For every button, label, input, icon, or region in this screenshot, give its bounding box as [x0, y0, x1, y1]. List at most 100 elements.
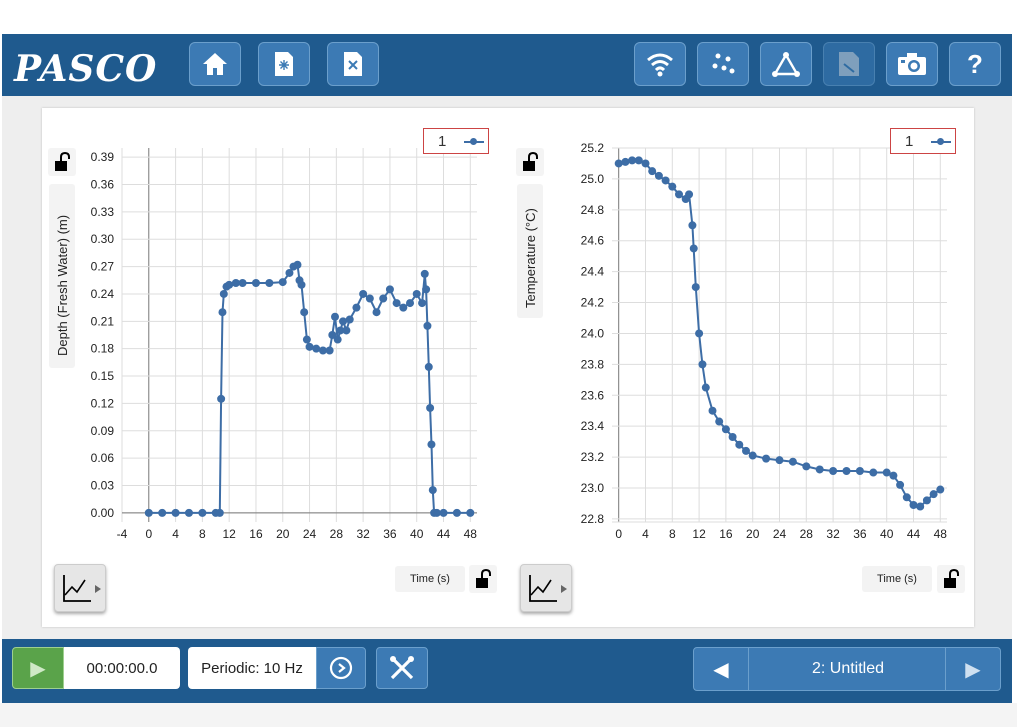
data-point — [418, 299, 427, 308]
x-tick-label: 12 — [222, 527, 236, 541]
y-axis-label: Temperature (°C) — [523, 208, 538, 308]
y-tick-label: 23.4 — [581, 419, 605, 433]
sensors-icon — [712, 53, 735, 74]
data-point — [815, 465, 824, 474]
notes-button[interactable] — [823, 42, 875, 86]
y-axis-selector[interactable]: Depth (Fresh Water) (m) — [49, 184, 75, 368]
bottom-toolbar: ▶ 00:00:00.0 Periodic: 10 Hz ◀ 2: Untitl… — [2, 639, 1012, 703]
data-point — [432, 508, 441, 517]
y-axis-selector[interactable]: Temperature (°C) — [517, 184, 543, 318]
y-tick-label: 0.18 — [91, 342, 115, 356]
data-point — [219, 289, 228, 298]
data-point — [889, 471, 898, 480]
data-point — [691, 283, 700, 292]
data-point — [305, 342, 314, 351]
data-point — [701, 383, 710, 392]
x-tick-label: 8 — [669, 527, 676, 541]
data-point — [735, 440, 744, 449]
data-point — [882, 468, 891, 477]
y-tick-label: 0.30 — [91, 232, 115, 246]
x-tick-label: 32 — [826, 527, 840, 541]
x-tick-label: 12 — [692, 527, 706, 541]
data-point — [424, 362, 433, 371]
y-tick-label: 23.0 — [581, 481, 605, 495]
x-axis-selector[interactable]: Time (s) — [862, 566, 932, 592]
data-point — [698, 360, 707, 369]
data-point — [902, 493, 911, 502]
data-point — [452, 508, 461, 517]
page-title[interactable]: 2: Untitled — [811, 660, 885, 677]
data-point — [439, 508, 448, 517]
x-axis-selector[interactable]: Time (s) — [395, 566, 465, 592]
data-point — [392, 299, 401, 308]
x-axis-lock-button[interactable] — [469, 565, 497, 593]
new-file-icon — [275, 52, 293, 76]
graph-tools-button[interactable] — [54, 564, 106, 612]
data-point — [775, 456, 784, 465]
next-page-button[interactable]: ▶ — [945, 648, 1000, 690]
data-point — [654, 171, 663, 180]
sampling-options-button[interactable] — [316, 647, 366, 689]
y-axis-label: Depth (Fresh Water) (m) — [55, 214, 70, 356]
x-tick-label: 0 — [145, 527, 152, 541]
x-tick-label: 40 — [880, 527, 894, 541]
data-point — [466, 508, 475, 517]
wireless-button[interactable] — [634, 42, 686, 86]
data-point — [144, 508, 153, 517]
data-points-button[interactable] — [697, 42, 749, 86]
data-point — [238, 279, 247, 288]
temperature-legend[interactable]: 1 — [890, 128, 956, 154]
pasco-logo: PASCO — [14, 48, 158, 90]
graph-tool-button[interactable] — [760, 42, 812, 86]
y-tick-label: 24.2 — [581, 296, 605, 310]
new-experiment-button[interactable] — [258, 42, 310, 86]
legend-label: 1 — [438, 133, 447, 150]
x-tick-label: 4 — [172, 527, 179, 541]
graph-tools-button[interactable] — [520, 564, 572, 612]
data-point — [628, 156, 637, 165]
data-point — [359, 289, 368, 298]
temperature-graph[interactable]: 0 4 8 12 16 20 24 28 32 36 40 44 4822.823.023.223.42… — [552, 141, 1017, 568]
data-point — [342, 326, 351, 335]
legend-marker — [937, 138, 944, 145]
y-tick-label: 25.2 — [581, 141, 605, 155]
unlock-icon — [523, 152, 538, 171]
y-axis-lock-button[interactable] — [516, 148, 544, 176]
depth-legend[interactable]: 1 — [423, 128, 489, 154]
hardware-setup-button[interactable] — [376, 647, 428, 689]
data-point — [685, 190, 694, 199]
x-tick-label: -4 — [117, 527, 128, 541]
data-point — [641, 159, 650, 168]
y-tick-label: 23.8 — [581, 357, 605, 371]
x-tick-label: 48 — [464, 527, 478, 541]
graph-tool-icon — [772, 52, 800, 77]
data-point — [634, 156, 643, 165]
data-point — [331, 312, 339, 321]
x-axis-lock-button[interactable] — [937, 565, 965, 593]
data-point — [742, 446, 750, 455]
previous-page-button[interactable]: ◀ — [694, 648, 749, 690]
page-navigator: ◀ 2: Untitled ▶ — [693, 647, 1001, 691]
data-point — [648, 167, 657, 176]
x-tick-label: 20 — [746, 527, 760, 541]
help-icon: ? — [967, 48, 983, 79]
unlock-icon — [944, 569, 959, 588]
data-point — [345, 315, 354, 324]
record-button[interactable]: ▶ — [12, 647, 64, 689]
x-tick-label: 8 — [199, 527, 206, 541]
depth-graph[interactable]: -4 0 4 8 12 16 20 24 28 32 36 40 44 480.000.030.060.0… — [91, 148, 562, 568]
play-icon: ▶ — [30, 657, 46, 680]
x-tick-label: 16 — [249, 527, 263, 541]
data-point — [225, 280, 234, 289]
data-point — [312, 344, 321, 353]
home-button[interactable] — [189, 42, 241, 86]
sample-rate-display[interactable]: Periodic: 10 Hz — [188, 647, 316, 689]
camera-button[interactable] — [886, 42, 938, 86]
data-point — [339, 317, 348, 326]
help-button[interactable]: ? — [949, 42, 1001, 86]
x-axis-label: Time (s) — [410, 573, 450, 585]
y-axis-lock-button[interactable] — [48, 148, 76, 176]
close-experiment-button[interactable] — [327, 42, 379, 86]
x-tick-label: 24 — [303, 527, 317, 541]
data-point — [427, 440, 436, 449]
